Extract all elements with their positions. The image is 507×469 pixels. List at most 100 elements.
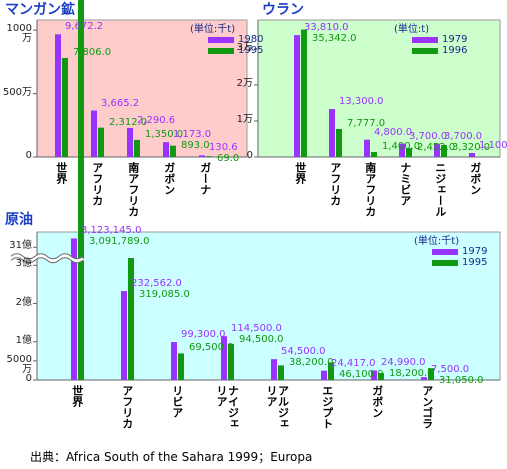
bar: [127, 127, 133, 157]
bar: [371, 151, 377, 157]
legend-swatch: [432, 260, 458, 266]
y-tick-label: 31億: [9, 240, 32, 252]
bar: [271, 359, 277, 380]
x-tick-label: ニジェール: [433, 162, 447, 217]
x-tick-label: アフリカ: [90, 162, 104, 206]
bar: [55, 34, 61, 157]
bar: [206, 156, 212, 157]
legend-label: 1995: [238, 45, 264, 56]
bar: [421, 377, 427, 380]
value-label: 54,500.0: [281, 346, 326, 358]
value-label: 46,100.0: [339, 368, 384, 380]
value-label: 13,300.0: [339, 96, 384, 108]
bar: [128, 257, 134, 380]
y-tick-label: 2億: [15, 296, 32, 308]
bar: [228, 343, 234, 380]
y-tick-label: 0: [25, 373, 32, 384]
legend-label: 1979: [442, 34, 468, 45]
bar: [278, 365, 284, 380]
y-tick-label: 1億: [15, 334, 32, 346]
value-label: 893.0: [181, 140, 210, 152]
bar: [178, 353, 184, 380]
bar: [199, 155, 205, 157]
value-label: 3,665.2: [101, 97, 140, 109]
value-label: 2,452.0: [417, 141, 456, 153]
value-label: 33,810.0: [304, 22, 349, 34]
bar: [134, 139, 140, 157]
y-tick-label: 0: [246, 150, 253, 161]
value-label: 35,342.0: [312, 33, 357, 45]
value-label: 4,800.0: [374, 126, 413, 138]
x-tick-label: エジプト: [320, 385, 334, 429]
y-tick-label: 5000万: [6, 353, 32, 375]
value-label: 3,700.0: [444, 130, 483, 142]
unit-label: (単位:千t): [190, 24, 236, 35]
value-label: 24,417.0: [331, 357, 376, 369]
value-label: 1,350.0: [145, 128, 184, 140]
bar: [121, 291, 127, 380]
legend-swatch: [432, 249, 458, 255]
value-label: 99,300.0: [181, 329, 226, 341]
value-label: 3,320.0: [452, 141, 491, 153]
y-tick-label: 2万: [236, 77, 253, 89]
bar: [469, 153, 475, 157]
x-tick-label: アルジェリア: [265, 385, 290, 429]
value-label: 7,500.0: [431, 364, 470, 376]
bar: [399, 143, 405, 157]
plot-background: [36, 231, 501, 381]
y-tick-label: 3億: [15, 258, 32, 270]
y-tick-label: 500万: [2, 86, 32, 98]
axis-break: [10, 257, 84, 264]
x-tick-label: 南アフリカ: [363, 162, 377, 217]
value-label: 7,777.0: [347, 117, 386, 129]
value-label: 130.6: [209, 142, 238, 154]
unit-label: (単位:千t): [414, 236, 460, 247]
value-label: 3,700.0: [409, 130, 448, 142]
bar: [328, 362, 334, 380]
bar: [434, 143, 440, 157]
x-tick-label: ガボン: [468, 162, 482, 195]
value-label: 69.0: [217, 153, 240, 165]
bar: [378, 373, 384, 380]
chart-title: ウラン: [262, 2, 304, 18]
x-tick-label: 世界: [70, 385, 84, 407]
x-tick-label: ナイジェリア: [215, 385, 240, 429]
bar: [71, 238, 77, 380]
bar: [163, 142, 169, 157]
bar: [221, 336, 227, 380]
value-label: 114,500.0: [231, 323, 282, 335]
legend-label: 1980: [238, 34, 264, 45]
bar: [91, 110, 97, 157]
unit-label: (単位:t): [394, 24, 430, 35]
x-tick-label: ガーナ: [198, 162, 212, 195]
value-label: 18,200.0: [389, 368, 434, 380]
bar: [371, 370, 377, 380]
bar: [62, 57, 68, 157]
legend-label: 1995: [462, 257, 488, 268]
legend-swatch: [208, 37, 234, 43]
x-tick-label: アフリカ: [120, 385, 134, 429]
value-label: 232,562.0: [131, 278, 182, 290]
legend-label: 1979: [462, 246, 488, 257]
x-tick-label: 世界: [54, 162, 68, 184]
legend-swatch: [412, 48, 438, 54]
y-tick-label: 1万: [236, 113, 253, 125]
bar: [171, 342, 177, 380]
value-label: 31,050.0: [439, 375, 484, 387]
axis-break: [10, 253, 84, 260]
source: 出典：Africa South of the Sahara 1999；Europ…: [30, 450, 313, 464]
bar: [329, 109, 335, 157]
bar: [364, 139, 370, 157]
axis-break: [9, 253, 85, 263]
value-label: 2,290.6: [137, 114, 176, 126]
bar: [301, 29, 307, 158]
bar: [170, 145, 176, 157]
bar: [441, 145, 447, 157]
value-label: 69,500.0: [189, 342, 234, 354]
y-tick-label: 1000万: [6, 23, 32, 45]
bar: [406, 148, 412, 157]
bar: [78, 0, 84, 381]
y-tick-label: 0: [25, 150, 32, 161]
